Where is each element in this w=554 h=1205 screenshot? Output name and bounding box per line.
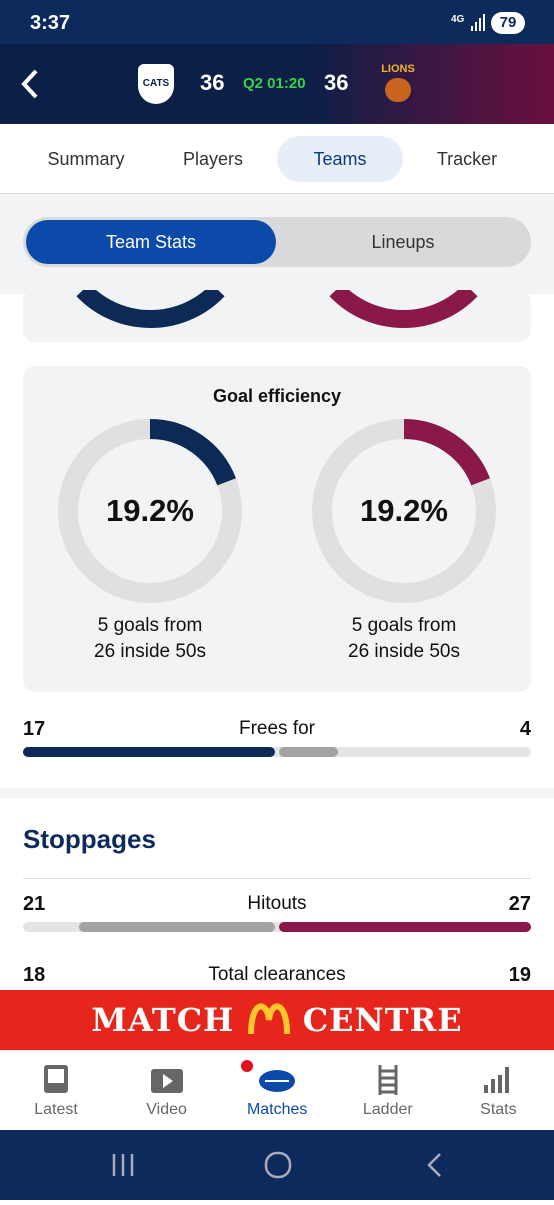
away-value: 19 [508,964,531,986]
section-title: Stoppages [23,824,156,854]
bar-track [23,922,531,932]
nav-item[interactable]: Latest [34,1101,78,1118]
stat-label: Frees for [238,718,316,739]
tab[interactable]: Teams [277,136,403,182]
donut-detail: 26 inside 50s [94,641,206,662]
stat-rows: Stoppages 17 4 Frees for 21 27 Hitouts 18 19 Tot… [0,718,554,1050]
separator [23,878,531,879]
donut-value: 19.2% [360,493,448,528]
network: 4G [451,14,465,25]
donut-arc [149,419,236,486]
tab[interactable]: Tracker [436,149,498,169]
previous-donuts [76,290,478,328]
nav-icon [484,1067,510,1093]
home-value: 17 [23,718,46,740]
away-bar [279,747,339,757]
donut-detail: 5 goals from [97,615,203,636]
promo-banner[interactable]: MATCH CENTRE [0,990,554,1050]
banner-right: CENTRE [302,1001,463,1039]
nav-icon [44,1065,68,1093]
nav-item[interactable]: Matches [246,1101,308,1118]
away-logo-text: LIONS [381,63,415,75]
away-value: 27 [508,893,531,915]
nav-item[interactable]: Ladder [362,1101,413,1118]
nav-icon [259,1070,296,1092]
arches-logo [247,1003,290,1035]
banner-left: MATCH [91,1001,235,1039]
nav-item[interactable]: Stats [480,1101,517,1118]
status-bar: 3:37 4G 79 [0,0,554,44]
home-score: 36 [200,70,225,95]
home-value: 18 [23,964,46,986]
home-bar [79,922,275,932]
away-logo: LIONS [378,62,418,106]
bar-track [23,747,531,757]
match-clock: Q2 01:20 [243,75,306,92]
nav-item[interactable]: Video [146,1101,187,1118]
battery: 79 [491,12,525,34]
nav-icon [378,1065,398,1095]
goal-efficiency-card: Goal efficiency 19.2% 5 goals from 26 insi… [23,366,531,692]
card-title: Goal efficiency [212,386,342,406]
time: 3:37 [30,12,71,34]
toggle-option[interactable]: Team Stats [26,220,276,264]
home-bar [23,747,275,757]
notification-dot [241,1060,253,1072]
system-buttons [112,1151,441,1179]
stat-label: Hitouts [247,893,307,914]
home-value: 21 [23,893,46,915]
away-bar [279,922,531,932]
previous-card [23,290,531,342]
donut-detail: 5 goals from [351,615,457,636]
tab-bar: Summary Players Teams Tracker [0,124,554,194]
donut-value: 19.2% [106,493,194,528]
toggle-option[interactable]: Lineups [371,232,435,252]
away-value: 4 [519,718,531,740]
donut-detail: 26 inside 50s [348,641,460,662]
home-logo: CATS [138,64,174,104]
away-score: 36 [324,70,349,95]
system-nav [0,1130,554,1200]
tab[interactable]: Summary [47,149,125,169]
donuts [58,419,496,603]
back-button[interactable] [18,68,42,100]
signal-icon [471,14,485,31]
tab[interactable]: Players [182,149,244,169]
donut-arc [403,419,490,486]
section-divider [0,788,554,798]
toggle: Team Stats Lineups [23,217,531,267]
bottom-nav: Latest Video Matches Ladder Stats [0,1050,554,1130]
match-header: CATS 36 Q2 01:20 36 LIONS [0,44,554,124]
nav-icon [150,1069,183,1093]
stat-label: Total clearances [208,964,346,985]
